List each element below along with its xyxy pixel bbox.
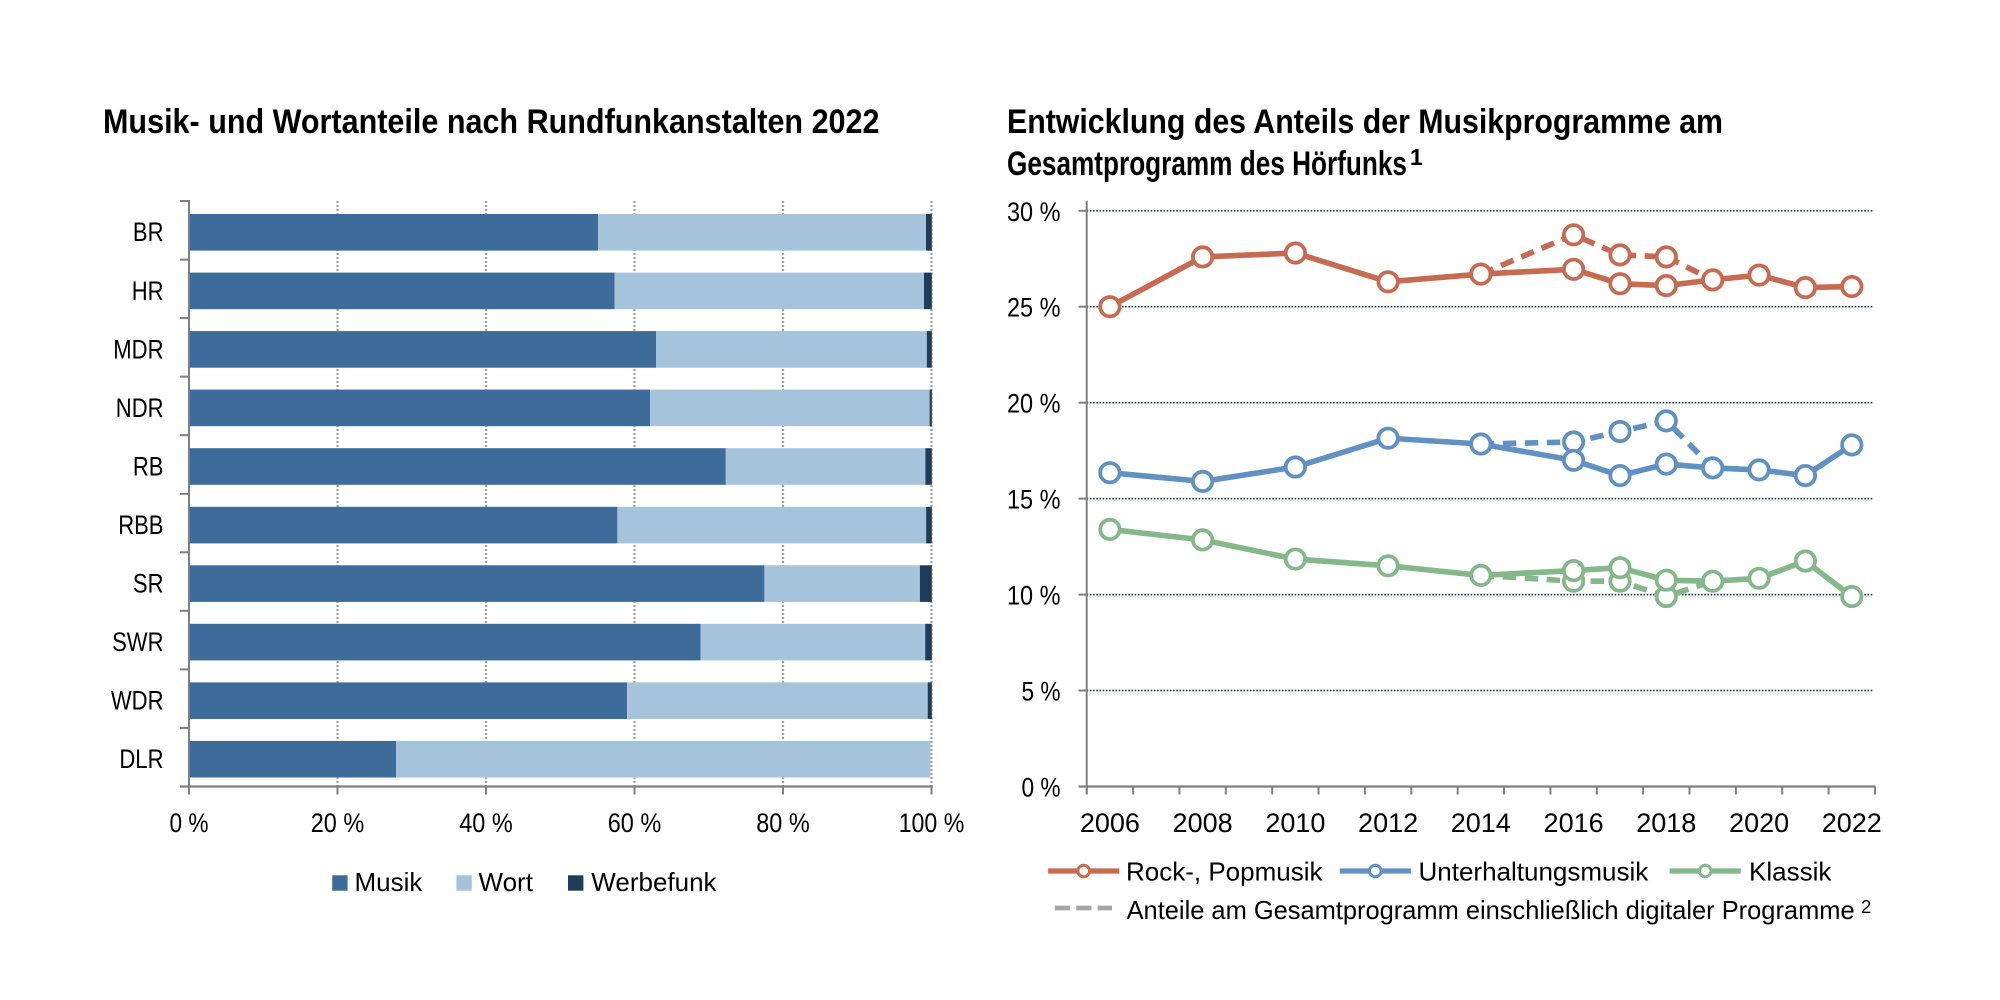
svg-text:2018: 2018 <box>1636 808 1696 838</box>
svg-text:5 %: 5 % <box>1022 677 1061 707</box>
svg-text:40 %: 40 % <box>459 808 513 838</box>
svg-text:Wort: Wort <box>479 867 534 897</box>
svg-text:2012: 2012 <box>1358 808 1418 838</box>
svg-text:30 %: 30 % <box>1007 197 1061 227</box>
svg-text:WDR: WDR <box>111 686 164 716</box>
svg-text:20 %: 20 % <box>311 808 365 838</box>
svg-text:Rock-, Popmusik: Rock-, Popmusik <box>1126 856 1323 886</box>
svg-text:100 %: 100 % <box>899 808 965 838</box>
svg-text:SR: SR <box>133 569 164 599</box>
svg-text:2008: 2008 <box>1173 808 1233 838</box>
svg-text:1: 1 <box>1410 144 1423 170</box>
svg-text:0 %: 0 % <box>170 808 209 838</box>
svg-text:Anteile am Gesamtprogramm eins: Anteile am Gesamtprogramm einschließlich… <box>1127 895 1855 925</box>
svg-text:BR: BR <box>133 217 164 247</box>
svg-text:Gesamtprogramm des Hörfunks: Gesamtprogramm des Hörfunks <box>1007 145 1407 183</box>
svg-text:NDR: NDR <box>116 393 164 423</box>
svg-text:Unterhaltungsmusik: Unterhaltungsmusik <box>1419 856 1650 886</box>
svg-text:Entwicklung des Anteils der Mu: Entwicklung des Anteils der Musikprogram… <box>1007 103 1723 141</box>
svg-text:SWR: SWR <box>112 627 163 657</box>
svg-text:60 %: 60 % <box>608 808 662 838</box>
svg-text:RBB: RBB <box>118 510 163 540</box>
svg-text:2016: 2016 <box>1544 808 1604 838</box>
svg-text:2010: 2010 <box>1265 808 1325 838</box>
svg-text:2014: 2014 <box>1451 808 1511 838</box>
svg-text:DLR: DLR <box>119 744 163 774</box>
svg-text:15 %: 15 % <box>1007 485 1061 515</box>
svg-text:Musik: Musik <box>355 867 424 897</box>
svg-text:80 %: 80 % <box>756 808 810 838</box>
svg-text:0 %: 0 % <box>1022 773 1061 803</box>
svg-text:Klassik: Klassik <box>1749 856 1832 886</box>
svg-text:2020: 2020 <box>1729 808 1789 838</box>
svg-text:Musik- und Wortanteile nach Ru: Musik- und Wortanteile nach Rundfunkanst… <box>103 103 880 141</box>
svg-text:HR: HR <box>132 276 164 306</box>
svg-text:2: 2 <box>1861 896 1871 917</box>
svg-text:25 %: 25 % <box>1007 293 1061 323</box>
svg-text:RB: RB <box>133 451 164 481</box>
svg-text:2006: 2006 <box>1080 808 1140 838</box>
svg-text:20 %: 20 % <box>1007 389 1061 419</box>
svg-text:10 %: 10 % <box>1007 581 1061 611</box>
svg-text:Werbefunk: Werbefunk <box>591 867 717 897</box>
svg-text:MDR: MDR <box>113 334 163 364</box>
svg-text:2022: 2022 <box>1822 808 1882 838</box>
